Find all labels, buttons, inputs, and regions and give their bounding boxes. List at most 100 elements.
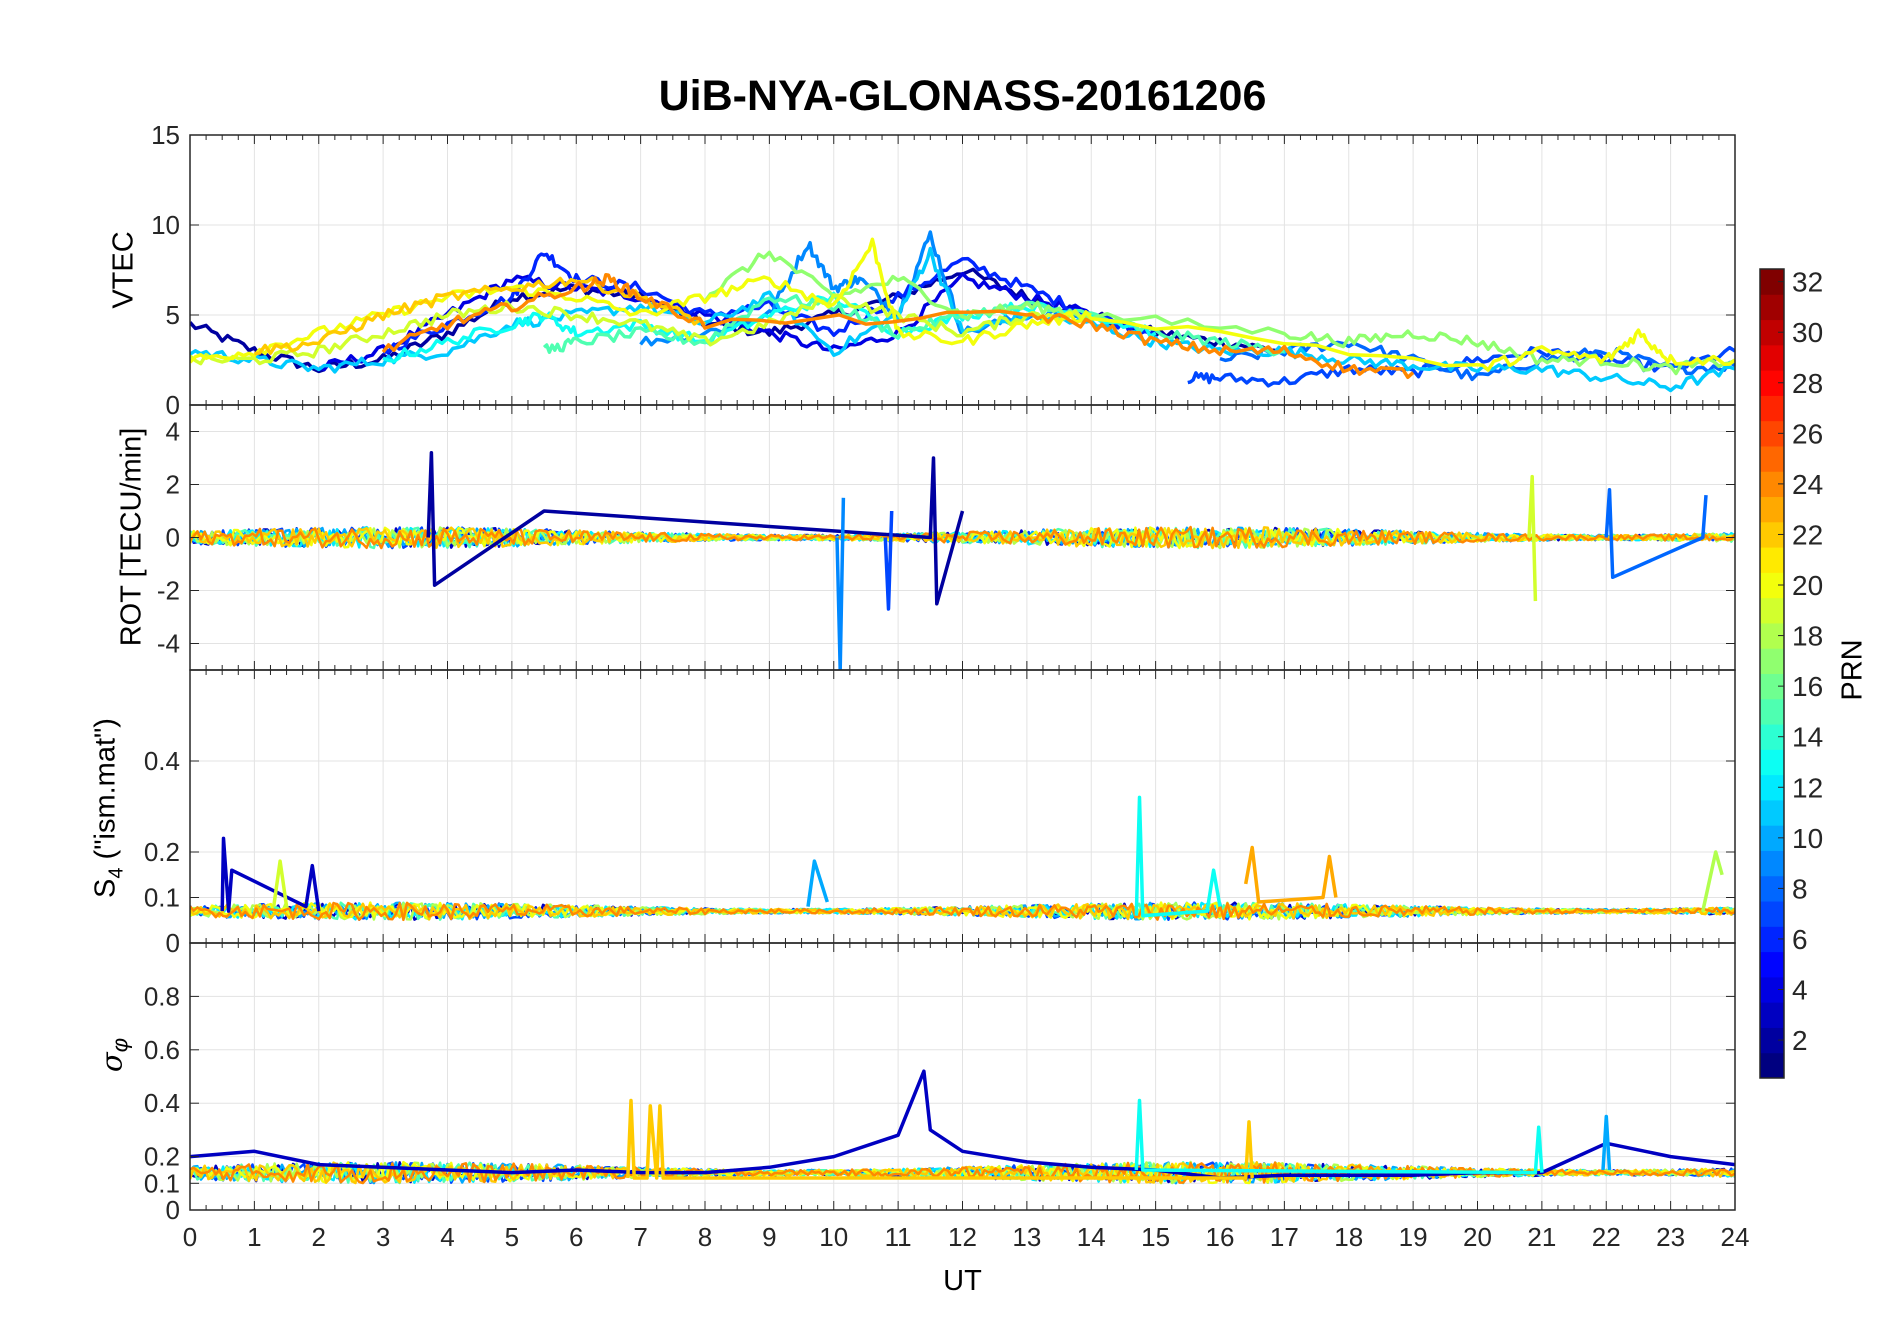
noise-series-prn-24 <box>190 525 1735 550</box>
x-tick-label: 4 <box>440 1222 454 1252</box>
x-tick-label: 19 <box>1399 1222 1428 1252</box>
x-tick-label: 12 <box>948 1222 977 1252</box>
colorbar-segment <box>1760 395 1784 422</box>
y-tick-label: 0.1 <box>144 883 180 913</box>
series-prn-10 <box>806 859 829 907</box>
panel-1: -4 -2 0 2 4 <box>157 404 1736 671</box>
series-prn-2 <box>426 450 965 606</box>
x-tick-label: 18 <box>1334 1222 1363 1252</box>
x-tick-label: 3 <box>376 1222 390 1252</box>
x-tick-label: 11 <box>885 1222 912 1252</box>
colorbar-tick-label: 2 <box>1792 1025 1808 1056</box>
series-prn-13 <box>1134 1098 1544 1175</box>
series-prn-19 <box>1527 474 1538 602</box>
panel-2: 0 0.1 0.2 0.4 <box>144 669 1736 958</box>
x-tick-label: 0 <box>183 1222 197 1252</box>
colorbar-segment <box>1760 294 1784 321</box>
colorbar-segment <box>1760 901 1784 927</box>
x-tick-label: 21 <box>1527 1222 1556 1252</box>
colorbar-segment <box>1760 445 1784 472</box>
y-axis-label-rot: ROT [TECU/min] <box>115 427 148 647</box>
y-tick-label: 0.2 <box>144 1142 180 1172</box>
colorbar-label: PRN <box>1836 639 1869 701</box>
series-prn-22 <box>626 1098 1254 1180</box>
series-prn-18 <box>1701 850 1724 912</box>
x-tick-label: 8 <box>698 1222 712 1252</box>
colorbar-frame <box>1759 268 1785 1079</box>
y-axis-label-sigma-phi: σφ <box>94 1037 133 1073</box>
x-tick-label: 6 <box>569 1222 583 1252</box>
colorbar-segment <box>1760 648 1784 674</box>
x-tick-label: 2 <box>312 1222 326 1252</box>
chart-title: UiB-NYA-GLONASS-20161206 <box>658 72 1267 120</box>
y-tick-label: -4 <box>157 629 180 659</box>
colorbar-tick-label: 12 <box>1792 772 1823 803</box>
x-tick-label: 13 <box>1012 1222 1041 1252</box>
colorbar-segment <box>1760 1002 1784 1028</box>
x-tick-label: 16 <box>1206 1222 1235 1252</box>
colorbar-segment <box>1760 344 1784 371</box>
x-tick-label: 20 <box>1463 1222 1492 1252</box>
x-tick-label: 17 <box>1270 1222 1299 1252</box>
colorbar-segment <box>1760 698 1784 725</box>
x-tick-label: 7 <box>633 1222 647 1252</box>
y-tick-label: 0.1 <box>144 1168 180 1198</box>
x-tick-label: 23 <box>1656 1222 1685 1252</box>
colorbar-segment <box>1760 547 1784 573</box>
y-tick-label: 2 <box>166 470 180 500</box>
x-axis-label: UT <box>943 1265 982 1297</box>
colorbar-tick-label: 6 <box>1792 924 1808 955</box>
series-prn-9 <box>639 230 1093 347</box>
colorbar-tick-label: 30 <box>1792 317 1823 348</box>
colorbar-tick-label: 24 <box>1792 469 1823 500</box>
colorbar-segment <box>1760 496 1784 523</box>
colorbar-segment <box>1760 597 1784 624</box>
y-tick-label: 0.2 <box>144 837 180 867</box>
series-prn-3 <box>220 836 321 913</box>
series-prn-8 <box>1219 340 1735 382</box>
x-tick-label: 10 <box>819 1222 848 1252</box>
x-tick-label: 14 <box>1077 1222 1106 1252</box>
y-tick-label: 0.6 <box>144 1035 180 1065</box>
colorbar-tick-label: 28 <box>1792 368 1823 399</box>
panel-data <box>190 230 1735 393</box>
y-axis-label-s4: S4 ("ism.mat") <box>89 718 128 898</box>
panel-data <box>190 795 1735 922</box>
colorbar-segment <box>1760 799 1784 826</box>
series-prn-7 <box>883 510 894 611</box>
panel-3: 00.10.20.40.60.80 1 2 3 4 5 6 7 8 9 10 11 12 13 14 15 16… <box>144 942 1750 1252</box>
series-prn-17 <box>703 250 1735 376</box>
noise-series-prn-24 <box>190 901 1735 922</box>
colorbar-segment <box>1760 1052 1784 1079</box>
y-tick-label: -2 <box>157 576 180 606</box>
series-prn-10 <box>1601 1114 1612 1171</box>
colorbar-tick-label: 22 <box>1792 519 1823 550</box>
y-tick-label: 15 <box>151 120 180 150</box>
panel-0: 0 5 10 15 <box>151 120 1736 420</box>
y-tick-label: 0 <box>166 1195 180 1225</box>
panels-layer: 051015-4-202400.10.20.400.10.20.40.60.80… <box>144 120 1750 1252</box>
panel-data <box>190 1069 1735 1185</box>
y-tick-label: 5 <box>166 300 180 330</box>
colorbar-tick-label: 14 <box>1792 722 1823 753</box>
series-prn-19 <box>190 293 1092 366</box>
x-tick-label: 15 <box>1141 1222 1170 1252</box>
colorbar-tick-label: 20 <box>1792 570 1823 601</box>
x-tick-label: 22 <box>1592 1222 1621 1252</box>
x-tick-label: 24 <box>1721 1222 1750 1252</box>
series-prn-9 <box>835 497 846 670</box>
y-tick-label: 0.4 <box>144 746 180 776</box>
y-tick-label: 0.8 <box>144 981 180 1011</box>
y-axis-label-vtec: VTEC <box>107 231 140 309</box>
colorbar-tick-label: 26 <box>1792 418 1823 449</box>
panel-data <box>190 450 1735 670</box>
y-tick-label: 0 <box>166 390 180 420</box>
colorbar-tick-label: 10 <box>1792 823 1823 854</box>
colorbar-tick-label: 16 <box>1792 671 1823 702</box>
colorbar-segment <box>1760 951 1784 978</box>
series-prn-23 <box>1243 845 1338 904</box>
colorbar-segment <box>1760 850 1784 877</box>
series-prn-8 <box>1604 488 1708 580</box>
y-tick-label: 0 <box>166 523 180 553</box>
